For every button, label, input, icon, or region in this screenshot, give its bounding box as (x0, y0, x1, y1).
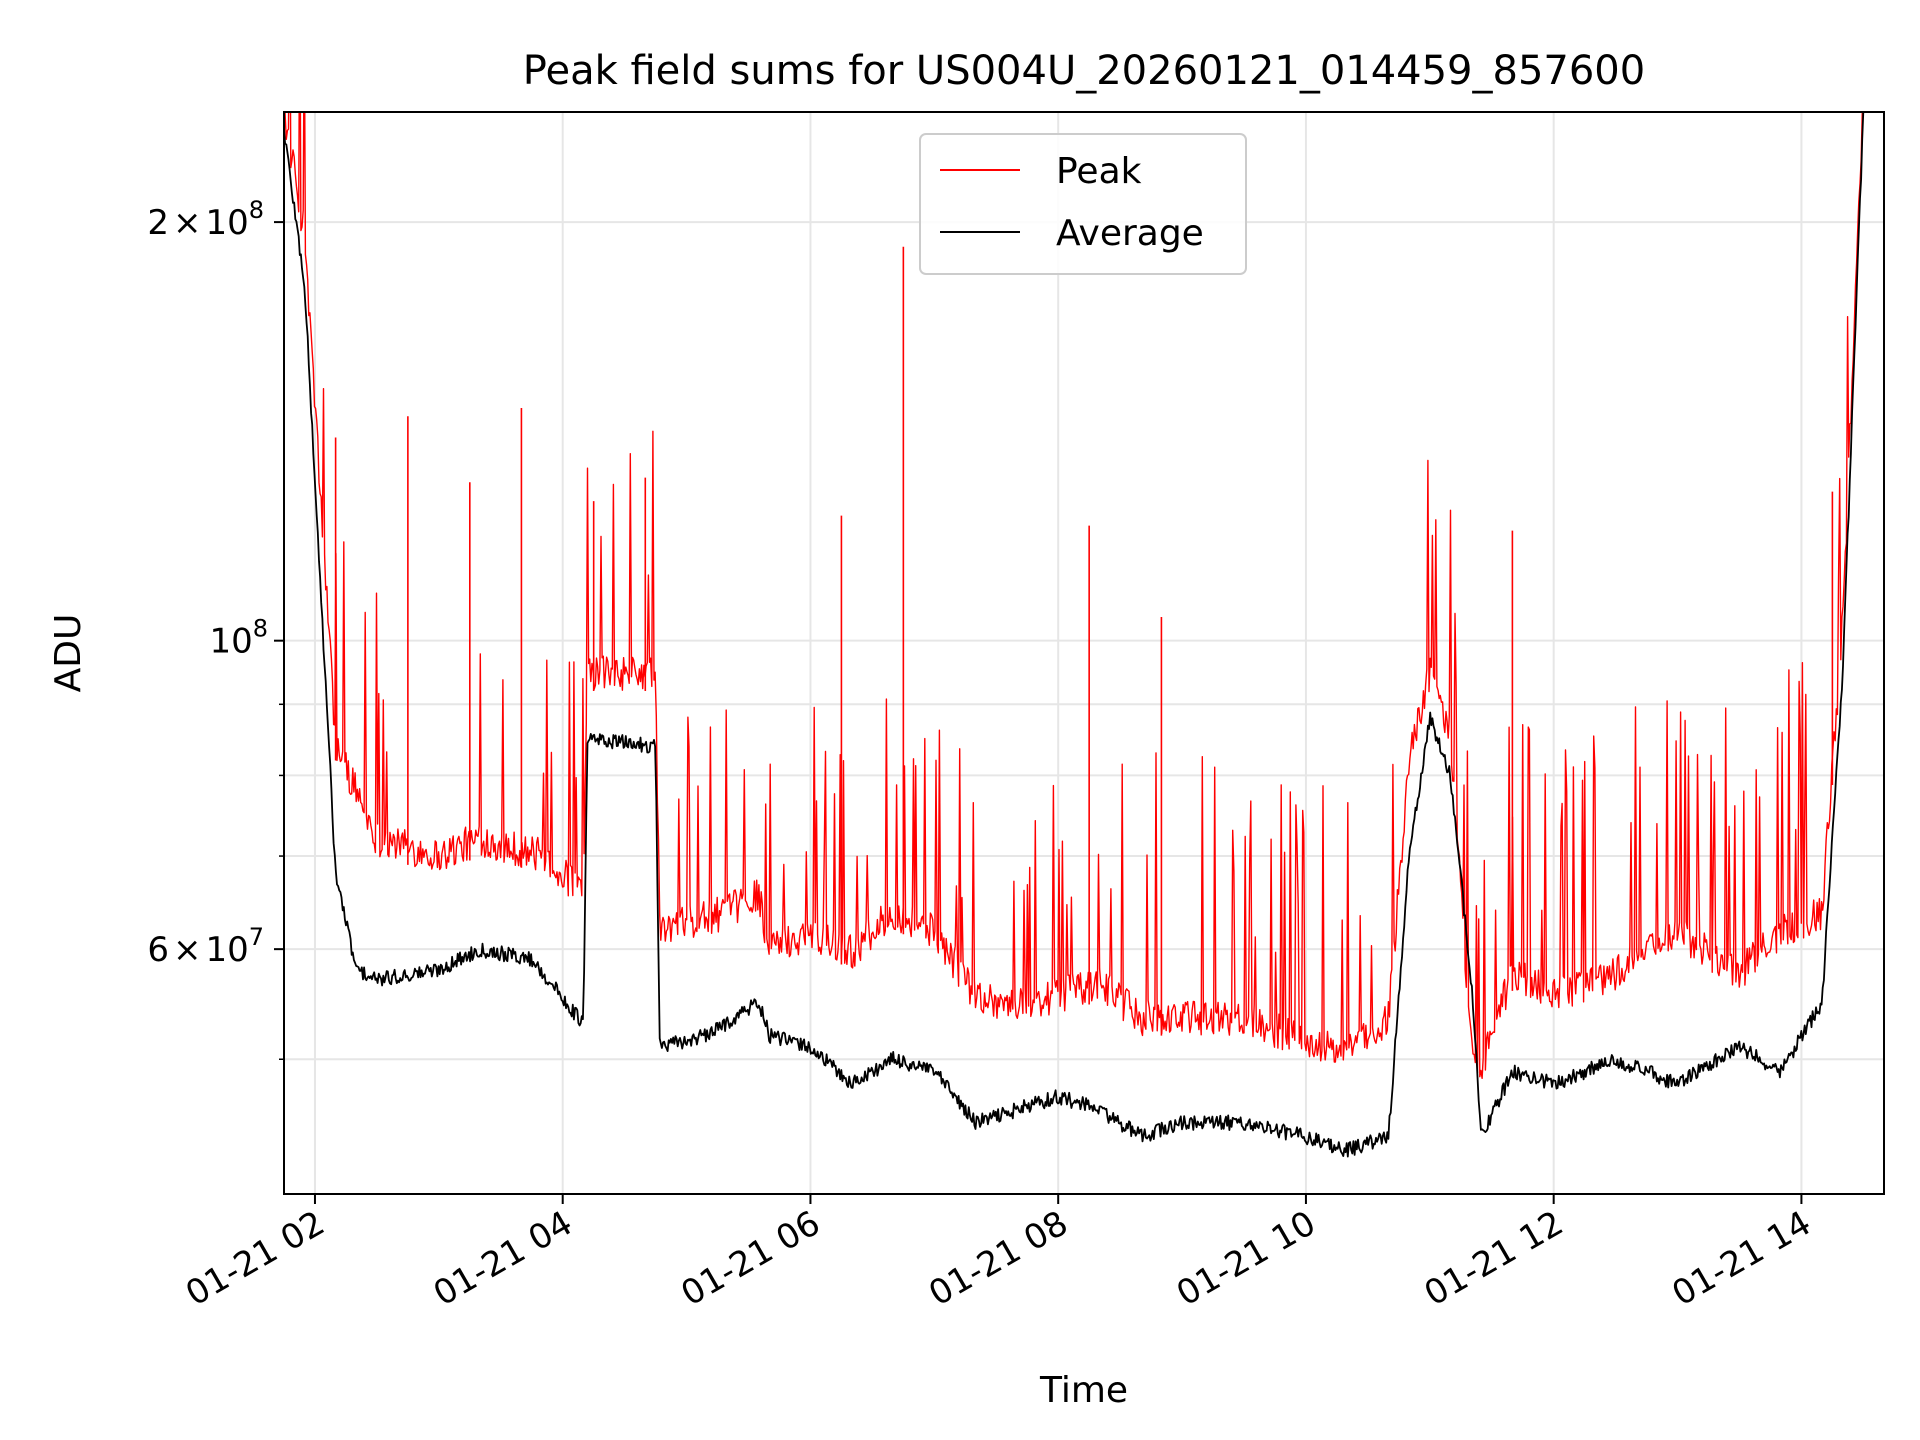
legend-label-peak: Peak (1056, 151, 1142, 192)
legend-label-average: Average (1056, 213, 1204, 254)
y-tick-label-base: 6 (147, 930, 169, 970)
y-tick-label-times: × (173, 203, 202, 243)
y-tick-label-times: × (173, 930, 202, 970)
y-tick-label: 108 (209, 615, 268, 662)
y-tick-label-base: 2 (147, 203, 169, 243)
y-tick-label-pow: 10 (205, 930, 248, 970)
chart-title: Peak field sums for US004U_20260121_0144… (523, 48, 1645, 94)
y-tick-label: 6 × 107 (147, 923, 264, 970)
plot-frame (283, 111, 1885, 1195)
y-tick-label-pow: 10 (205, 203, 248, 243)
x-axis-label: Time (1039, 1370, 1128, 1411)
series-line-peak (284, 112, 1864, 1079)
y-tick-label-exp: 8 (253, 615, 268, 643)
y-tick-label-exp: 8 (249, 196, 264, 224)
series-line-average (284, 112, 1865, 1158)
y-tick-label: 2 × 108 (147, 196, 264, 243)
y-axis-label: ADU (48, 614, 89, 693)
plot-content (284, 112, 1865, 1158)
legend: Peak Average (919, 133, 1247, 275)
y-tick-label-pow: 10 (209, 622, 252, 662)
y-tick-label-exp: 7 (249, 923, 264, 951)
